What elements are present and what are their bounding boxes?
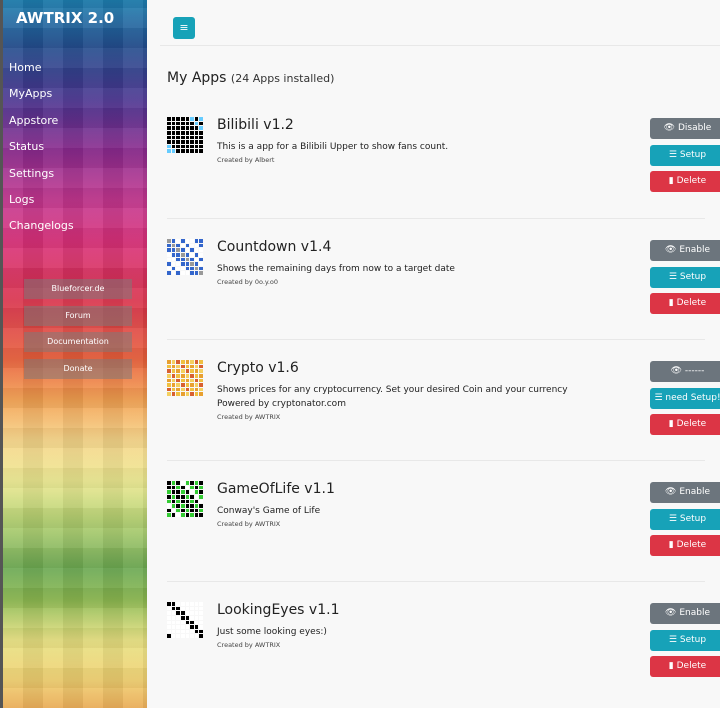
app-actions: 👁 ------ ☰ need Setup! ▮ Delete [650,361,720,441]
nav-home[interactable]: Home [9,61,42,74]
nav-changelogs[interactable]: Changelogs [9,219,74,233]
app-actions: 👁 Disable ☰ Setup ▮ Delete [650,118,720,198]
delete-button[interactable]: ▮ Delete [650,535,720,556]
sidebar: AWTRIX 2.0 Home MyApps Appstore Status S… [0,0,147,708]
app-name: GameOfLife v1.1 [217,481,335,497]
top-bar: ≡ [160,0,720,46]
app-name: Countdown v1.4 [217,239,332,255]
app-actions: 👁 Enable ☰ Setup ▮ Delete [650,603,720,683]
trash-icon: ▮ [668,540,674,550]
app-item: Crypto v1.6 Shows prices for any cryptoc… [167,339,720,460]
eye-icon: 👁 [670,366,683,376]
setup-button[interactable]: ☰ Setup [650,508,720,530]
app-item: GameOfLife v1.1 Conway's Game of Life Cre… [167,460,720,581]
app-item: LookingEyes v1.1 Just some looking eyes:… [167,581,720,702]
app-icon [167,360,203,396]
brand-logo[interactable]: AWTRIX 2.0 [16,9,115,27]
app-icon [167,602,203,638]
app-author: Created by Albert [217,156,275,164]
app-icon [167,117,203,153]
app-name: LookingEyes v1.1 [217,602,340,618]
apps-count: (24 Apps installed) [230,72,335,85]
app-actions: 👁 Enable ☰ Setup ▮ Delete [650,482,720,562]
trash-icon: ▮ [668,176,674,186]
eye-icon: 👁 [665,245,677,255]
app-description: This is a app for a Bilibili Upper to sh… [217,140,645,165]
eye-icon: 👁 [665,487,677,497]
app-name: Crypto v1.6 [217,360,299,376]
app-author: Created by AWTRIX [217,520,281,528]
nav-myapps[interactable]: MyApps [9,87,53,101]
sliders-icon: ☰ [668,513,677,524]
toggle-button[interactable]: 👁 Enable [650,482,720,503]
setup-button[interactable]: ☰ need Setup! [650,387,720,409]
setup-button[interactable]: ☰ Setup [650,144,720,166]
nav-logs[interactable]: Logs [9,192,35,206]
link-donate[interactable]: Donate [24,359,132,379]
link-forum[interactable]: Forum [24,306,132,326]
delete-button[interactable]: ▮ Delete [650,656,720,677]
app-author: Created by AWTRIX [217,413,281,421]
delete-button[interactable]: ▮ Delete [650,293,720,314]
app-icon [167,481,203,517]
delete-button[interactable]: ▮ Delete [650,414,720,435]
sliders-icon: ☰ [654,392,663,403]
trash-icon: ▮ [668,661,674,671]
app-description: Shows the remaining days from now to a t… [217,262,645,287]
trash-icon: ▮ [668,298,674,308]
setup-button[interactable]: ☰ Setup [650,629,720,651]
nav-settings[interactable]: Settings [9,166,55,180]
nav-status[interactable]: Status [9,140,45,154]
app-item: Bilibili v1.2 This is a app for a Bilibi… [167,117,720,238]
link-blueforcer[interactable]: Blueforcer.de [24,279,132,299]
app-actions: 👁 Enable ☰ Setup ▮ Delete [650,240,720,320]
sidebar-toggle-button[interactable]: ≡ [173,17,195,39]
toggle-button[interactable]: 👁 Enable [650,603,720,624]
app-author: Created by 0o.y.o0 [217,278,278,286]
delete-button[interactable]: ▮ Delete [650,171,720,192]
eye-icon: 👁 [663,123,676,133]
setup-button[interactable]: ☰ Setup [650,266,720,288]
nav-appstore[interactable]: Appstore [9,113,59,127]
eye-icon: 👁 [665,608,677,618]
link-documentation[interactable]: Documentation [24,332,132,352]
toggle-button[interactable]: 👁 Disable [650,118,720,139]
app-author: Created by AWTRIX [217,641,281,649]
trash-icon: ▮ [668,419,674,429]
app-icon [167,239,203,275]
page-title: My Apps (24 Apps installed) [167,70,335,86]
sliders-icon: ☰ [668,634,677,645]
app-description: Conway's Game of Life Created by AWTRIX [217,504,645,529]
toggle-button[interactable]: 👁 ------ [650,361,720,382]
app-description: Just some looking eyes:) Created by AWTRI… [217,625,645,650]
sliders-icon: ☰ [668,271,677,282]
main-content: ≡ My Apps (24 Apps installed) Bilibili v… [147,0,720,708]
sliders-icon: ☰ [668,149,677,160]
align-left-icon: ≡ [179,21,189,34]
app-name: Bilibili v1.2 [217,117,294,133]
sidebar-nav: Home MyApps Appstore Status Settings Log… [9,60,74,245]
app-item: Countdown v1.4 Shows the remaining days … [167,218,720,339]
toggle-button[interactable]: 👁 Enable [650,240,720,261]
app-description: Shows prices for any cryptocurrency. Set… [217,383,645,422]
